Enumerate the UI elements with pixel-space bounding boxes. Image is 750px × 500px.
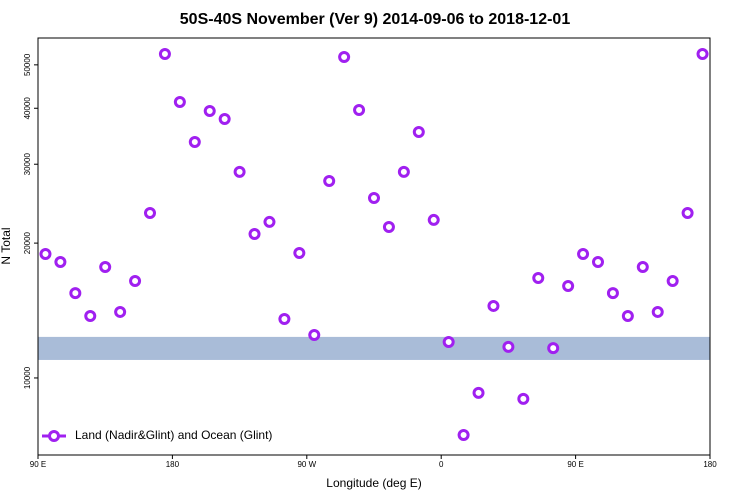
y-axis-label: N Total xyxy=(0,227,13,264)
plot-frame xyxy=(37,37,711,456)
chart-title: 50S-40S November (Ver 9) 2014-09-06 to 2… xyxy=(180,11,571,28)
data-point xyxy=(129,275,142,288)
data-point xyxy=(203,104,216,117)
data-point xyxy=(487,299,500,312)
data-point xyxy=(54,255,67,268)
data-point xyxy=(308,329,321,342)
x-tick-label: 0 xyxy=(439,460,444,469)
data-point xyxy=(621,310,634,323)
y-tick-label: 40000 xyxy=(23,97,32,120)
data-point xyxy=(218,113,231,126)
data-point xyxy=(696,47,709,60)
data-point xyxy=(532,271,545,284)
data-point xyxy=(368,191,380,204)
data-point xyxy=(158,47,171,60)
data-point xyxy=(114,305,127,318)
data-point xyxy=(502,340,515,353)
data-point xyxy=(606,287,619,300)
x-tick-label: 90 E xyxy=(567,460,583,469)
data-point xyxy=(427,213,440,226)
data-point xyxy=(99,260,112,273)
y-tick-label: 20000 xyxy=(23,231,32,254)
data-point xyxy=(293,246,306,259)
legend-label: Land (Nadir&Glint) and Ocean (Glint) xyxy=(75,428,272,442)
data-point xyxy=(577,248,590,261)
x-axis-label: Longitude (deg E) xyxy=(326,476,421,490)
data-point xyxy=(69,287,82,300)
data-point xyxy=(472,386,485,399)
data-point xyxy=(233,165,246,178)
data-point xyxy=(323,174,336,187)
x-tick-label: 180 xyxy=(703,460,717,469)
data-point xyxy=(84,310,97,323)
data-point xyxy=(173,96,186,109)
y-tick-label: 50000 xyxy=(23,53,32,76)
data-point xyxy=(263,215,276,228)
data-point xyxy=(457,428,470,441)
data-point xyxy=(517,392,530,405)
y-tick-label: 30000 xyxy=(23,153,32,176)
data-point xyxy=(353,103,366,116)
data-point xyxy=(562,280,575,293)
data-point xyxy=(636,260,649,273)
y-tick-label: 10000 xyxy=(23,366,32,389)
data-point xyxy=(442,336,455,349)
x-tick-label: 180 xyxy=(166,460,180,469)
x-tick-label: 90 W xyxy=(297,460,316,469)
data-point xyxy=(547,342,560,355)
data-point xyxy=(397,165,410,178)
data-point xyxy=(39,248,52,261)
data-point xyxy=(382,220,395,233)
data-point xyxy=(651,305,664,318)
data-point xyxy=(144,206,156,219)
data-point xyxy=(338,50,351,63)
data-point xyxy=(248,227,261,240)
data-point xyxy=(188,136,201,149)
data-point xyxy=(278,312,291,325)
data-point xyxy=(412,126,425,139)
legend-marker xyxy=(48,430,60,442)
data-point xyxy=(681,206,694,219)
x-tick-label: 90 E xyxy=(30,460,46,469)
data-point xyxy=(592,255,604,268)
shaded-band xyxy=(38,336,710,360)
data-point xyxy=(666,275,679,288)
